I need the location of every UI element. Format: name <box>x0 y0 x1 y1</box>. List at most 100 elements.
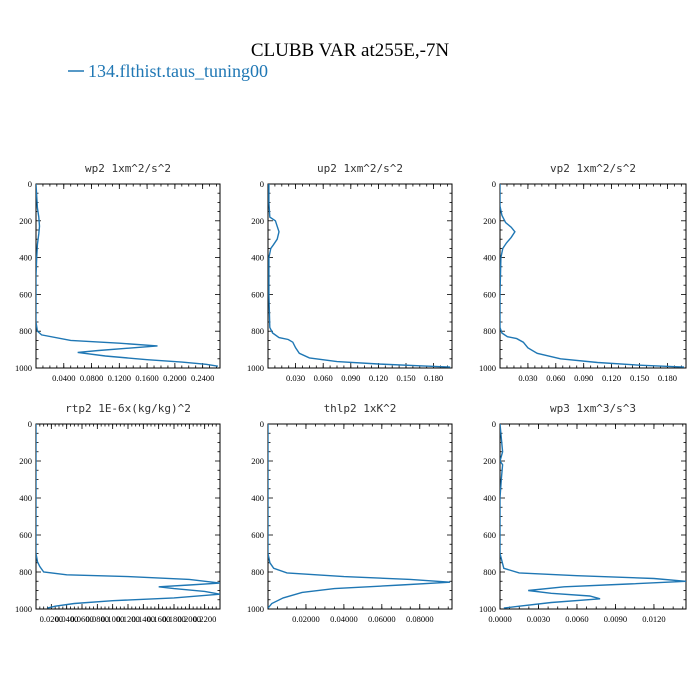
y-tick-label: 800 <box>251 326 264 336</box>
series-line <box>500 424 686 609</box>
plot-frame <box>35 183 221 369</box>
y-tick-label: 400 <box>251 253 264 263</box>
x-tick-label: 0.090 <box>341 373 360 383</box>
plot-frame <box>35 423 221 610</box>
y-tick-label: 200 <box>251 216 264 226</box>
y-tick-label: 400 <box>483 493 496 503</box>
x-tick-label: 0.2200 <box>193 614 216 624</box>
y-tick-label: 1000 <box>479 604 496 614</box>
y-tick-label: 1000 <box>15 604 32 614</box>
panel-title: thlp2 1xK^2 <box>324 402 397 415</box>
x-tick-label: 0.150 <box>630 373 649 383</box>
y-tick-label: 800 <box>251 567 264 577</box>
x-tick-label: 0.04000 <box>330 614 358 624</box>
y-tick-label: 200 <box>251 456 264 466</box>
chart-panel-2: up2 1xm^2/s^2 0 200 400 600 800 1000 0.030 0.060… <box>247 162 453 383</box>
x-tick-label: 0.0600 <box>70 614 93 624</box>
plot-frame <box>499 183 687 369</box>
y-tick-label: 400 <box>19 493 32 503</box>
y-tick-label: 200 <box>483 216 496 226</box>
y-tick-label: 400 <box>19 253 32 263</box>
x-tick-label: 0.0200 <box>40 614 63 624</box>
x-tick-label: 0.0060 <box>565 614 588 624</box>
series-line <box>500 184 685 368</box>
y-tick-label: 400 <box>251 493 264 503</box>
series-line <box>36 184 219 367</box>
chart-panel-1: wp2 1xm^2/s^2 0 200 400 600 800 1000 0.0400 0.08… <box>15 162 221 383</box>
y-tick-label: 200 <box>19 456 32 466</box>
x-tick-label: 0.090 <box>574 373 593 383</box>
panel-title: rtp2 1E-6x(kg/kg)^2 <box>65 402 191 415</box>
y-tick-label: 600 <box>483 530 496 540</box>
x-tick-label: 0.0000 <box>488 614 511 624</box>
x-tick-label: 0.1600 <box>135 373 158 383</box>
x-tick-label: 0.1200 <box>116 614 139 624</box>
y-tick-label: 600 <box>19 289 32 299</box>
panel-title: wp2 1xm^2/s^2 <box>85 162 171 175</box>
y-tick-label: 200 <box>483 456 496 466</box>
x-tick-label: 0.0030 <box>527 614 550 624</box>
x-tick-label: 0.120 <box>602 373 621 383</box>
x-tick-label: 0.0090 <box>604 614 627 624</box>
y-tick-label: 1000 <box>479 363 496 373</box>
y-tick-label: 800 <box>19 567 32 577</box>
x-tick-label: 0.1000 <box>101 614 124 624</box>
x-tick-label: 0.030 <box>518 373 537 383</box>
x-tick-label: 0.180 <box>658 373 677 383</box>
x-tick-label: 0.0800 <box>86 614 109 624</box>
y-tick-label: 600 <box>483 289 496 299</box>
x-tick-label: 0.0800 <box>80 373 103 383</box>
y-tick-label: 600 <box>19 530 32 540</box>
chart-panel-4: rtp2 1E-6x(kg/kg)^2 0 200 400 600 800 1000 0.02… <box>15 402 221 624</box>
x-tick-label: 0.1200 <box>108 373 131 383</box>
y-tick-label: 600 <box>251 289 264 299</box>
y-tick-label: 0 <box>260 419 264 429</box>
series-line <box>36 424 220 609</box>
panel-title: up2 1xm^2/s^2 <box>317 162 403 175</box>
y-tick-label: 1000 <box>15 363 32 373</box>
series-line <box>268 184 451 368</box>
chart-panel-3: vp2 1xm^2/s^2 0 200 400 600 800 1000 0.030 0.060… <box>479 162 687 383</box>
figure-title: CLUBB VAR at255E,-7N <box>251 40 450 61</box>
plot-frame <box>267 183 453 369</box>
x-tick-label: 0.08000 <box>406 614 434 624</box>
y-tick-label: 1000 <box>247 363 264 373</box>
panel-title: wp3 1xm^3/s^3 <box>550 402 636 415</box>
x-tick-label: 0.060 <box>546 373 565 383</box>
x-tick-label: 0.1600 <box>147 614 170 624</box>
series-line <box>268 424 451 609</box>
x-tick-label: 0.030 <box>286 373 305 383</box>
x-tick-label: 0.2400 <box>191 373 214 383</box>
panel-title: vp2 1xm^2/s^2 <box>550 162 636 175</box>
x-tick-label: 0.06000 <box>368 614 396 624</box>
y-tick-label: 800 <box>19 326 32 336</box>
x-tick-label: 0.0400 <box>52 373 75 383</box>
x-tick-label: 0.02000 <box>292 614 320 624</box>
x-tick-label: 0.1800 <box>162 614 185 624</box>
x-tick-label: 0.120 <box>369 373 388 383</box>
legend-label: 134.flthist.taus_tuning00 <box>88 61 268 81</box>
y-tick-label: 0 <box>492 419 496 429</box>
x-tick-label: 0.0400 <box>55 614 78 624</box>
y-tick-label: 0 <box>492 179 496 189</box>
y-tick-label: 0 <box>260 179 264 189</box>
y-tick-label: 600 <box>251 530 264 540</box>
y-tick-label: 800 <box>483 326 496 336</box>
plot-frame <box>499 423 687 610</box>
y-tick-label: 200 <box>19 216 32 226</box>
x-tick-label: 0.2000 <box>178 614 201 624</box>
x-tick-label: 0.1400 <box>132 614 155 624</box>
plot-frame <box>267 423 453 610</box>
y-tick-label: 400 <box>483 253 496 263</box>
x-tick-label: 0.2000 <box>163 373 186 383</box>
x-tick-label: 0.180 <box>424 373 443 383</box>
y-tick-label: 0 <box>28 419 32 429</box>
y-tick-label: 0 <box>28 179 32 189</box>
chart-panel-5: thlp2 1xK^2 0 200 400 600 800 1000 0.02000 0.040… <box>247 402 453 624</box>
x-tick-label: 0.150 <box>396 373 415 383</box>
x-tick-label: 0.0120 <box>642 614 665 624</box>
panels: wp2 1xm^2/s^2 0 200 400 600 800 1000 0.0400 0.08… <box>15 162 687 624</box>
x-tick-label: 0.060 <box>314 373 333 383</box>
